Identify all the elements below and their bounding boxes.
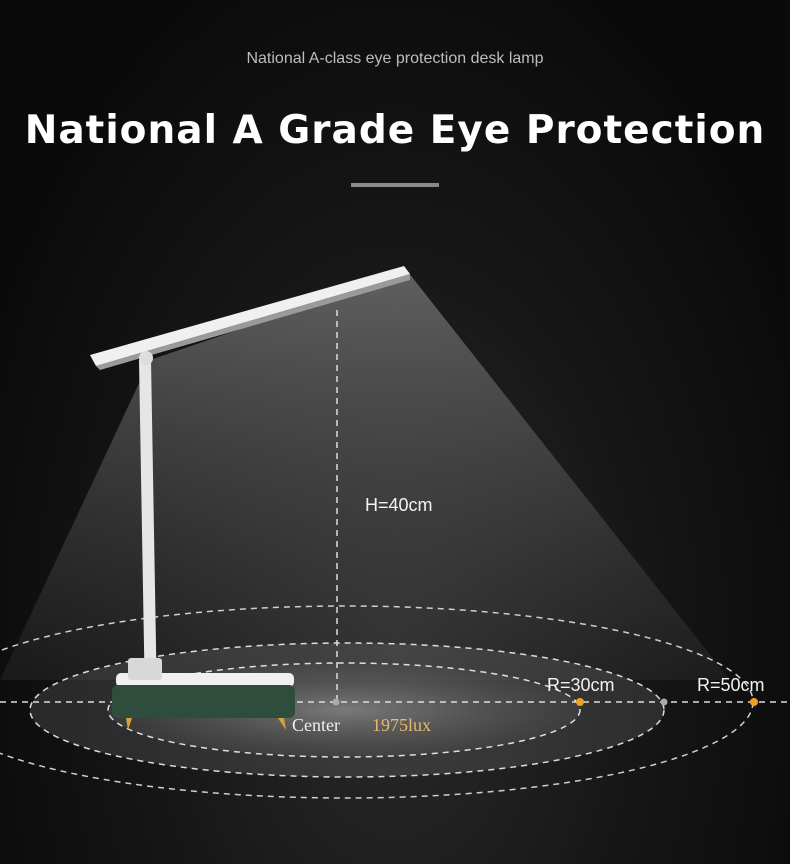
light-beam [0,272,730,680]
lamp-foot [278,718,286,730]
title-divider [351,183,439,187]
center-dot [332,698,340,706]
center-lux-value: 1975lux [372,715,432,735]
lamp-head [90,266,410,366]
lamp-joint [128,658,162,680]
r30-dot [576,698,584,706]
lamp-hinge [139,351,153,365]
lamp-arm [139,359,157,661]
lamp-head-shadow [96,274,410,370]
ring-middle-dot [660,698,668,706]
r50-dot [750,698,758,706]
radius-30-label: R=30cm [547,675,615,695]
page-title: National A Grade Eye Protection [24,108,766,153]
lamp-base [112,685,295,718]
subtitle: National A-class eye protection desk lam… [246,50,544,67]
center-label: Center [292,715,340,735]
height-label: H=40cm [365,495,433,515]
radius-50-label: R=50cm [697,675,765,695]
lamp-foot [126,718,132,730]
